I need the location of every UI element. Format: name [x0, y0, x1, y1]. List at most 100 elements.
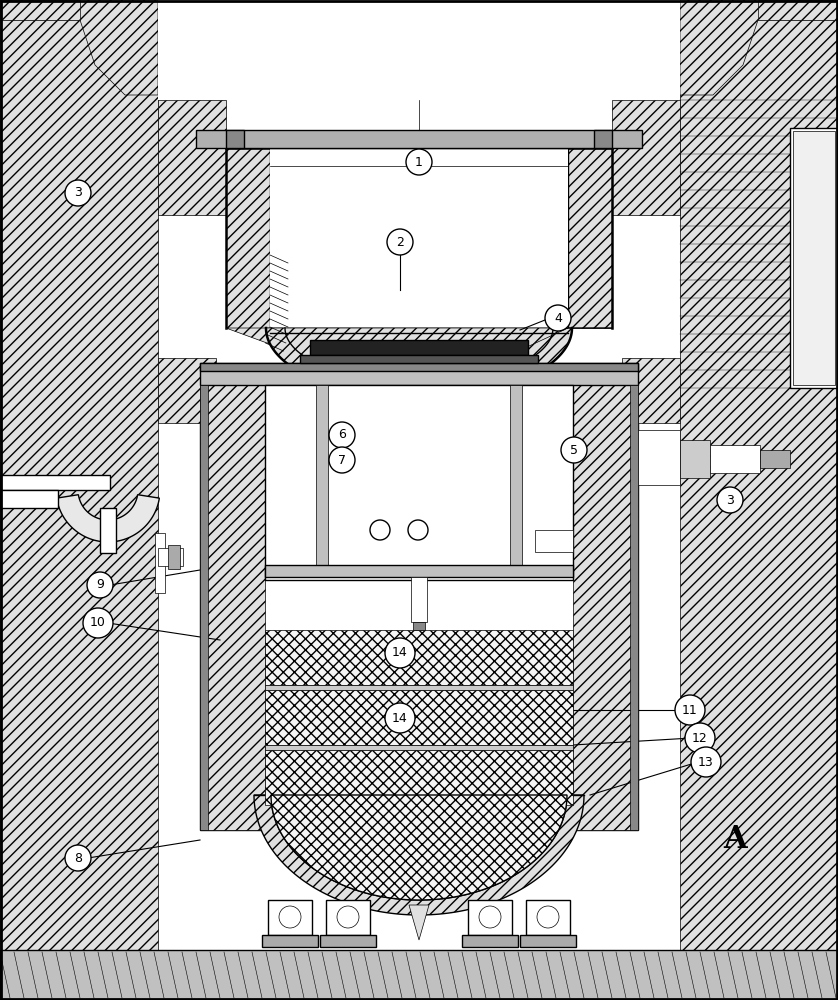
Bar	[168, 545, 180, 569]
Circle shape	[545, 305, 571, 331]
Circle shape	[387, 229, 413, 255]
Bar	[158, 548, 183, 566]
Bar	[520, 935, 576, 947]
Circle shape	[385, 638, 415, 668]
Bar	[158, 100, 226, 215]
Text: 3: 3	[726, 493, 734, 506]
Text: 4: 4	[554, 312, 562, 324]
Bar	[100, 508, 116, 553]
Circle shape	[83, 608, 113, 638]
Text: 9: 9	[96, 578, 104, 591]
Bar	[573, 385, 638, 830]
Bar	[265, 745, 573, 750]
Bar	[0, 490, 58, 508]
Bar	[200, 363, 638, 385]
Bar	[630, 385, 638, 830]
Bar	[612, 100, 680, 215]
Bar	[200, 385, 265, 830]
Text: 14: 14	[392, 647, 408, 660]
Circle shape	[408, 520, 428, 540]
Bar	[793, 131, 835, 385]
Circle shape	[685, 723, 715, 753]
Bar	[226, 130, 244, 148]
Bar	[622, 358, 680, 423]
Circle shape	[479, 906, 501, 928]
Bar	[316, 385, 328, 570]
Bar	[268, 900, 312, 935]
Polygon shape	[57, 495, 159, 542]
Circle shape	[406, 149, 432, 175]
Bar	[638, 430, 680, 485]
Text: 8: 8	[74, 852, 82, 864]
Bar	[200, 363, 638, 371]
Bar	[310, 340, 528, 355]
Text: 6: 6	[338, 428, 346, 442]
Circle shape	[329, 422, 355, 448]
Text: 14: 14	[392, 712, 408, 724]
Bar	[265, 565, 573, 577]
Bar	[594, 130, 612, 148]
Bar	[790, 128, 838, 388]
Bar	[265, 685, 573, 690]
Polygon shape	[271, 795, 567, 900]
Text: 3: 3	[74, 186, 82, 200]
Circle shape	[370, 520, 390, 540]
Bar	[265, 690, 573, 745]
Polygon shape	[680, 0, 838, 95]
Polygon shape	[409, 905, 429, 940]
Bar	[262, 935, 318, 947]
Bar	[265, 385, 573, 580]
Bar	[300, 355, 538, 363]
Text: A: A	[723, 824, 747, 856]
Bar	[326, 900, 370, 935]
Bar	[413, 622, 425, 630]
Text: 11: 11	[682, 704, 698, 716]
Bar	[0, 950, 838, 1000]
Bar	[0, 475, 110, 490]
Circle shape	[717, 487, 743, 513]
Text: 5: 5	[570, 444, 578, 456]
Bar	[200, 385, 208, 830]
Circle shape	[675, 695, 705, 725]
Text: 13: 13	[698, 756, 714, 768]
Circle shape	[337, 906, 359, 928]
Text: 2: 2	[396, 235, 404, 248]
Polygon shape	[0, 0, 158, 95]
Bar	[0, 0, 80, 20]
Bar	[265, 630, 573, 685]
Bar	[158, 0, 680, 100]
Circle shape	[537, 906, 559, 928]
Bar	[200, 385, 638, 830]
Bar	[226, 148, 270, 328]
Circle shape	[65, 180, 91, 206]
Bar	[535, 530, 573, 552]
Bar	[411, 577, 427, 622]
Circle shape	[385, 703, 415, 733]
Text: 12: 12	[692, 732, 708, 744]
Circle shape	[329, 447, 355, 473]
Bar	[0, 0, 158, 970]
Bar	[270, 148, 568, 333]
Polygon shape	[266, 328, 612, 398]
Bar	[155, 533, 165, 593]
Bar	[468, 900, 512, 935]
Bar	[265, 750, 573, 805]
Text: 7: 7	[338, 454, 346, 466]
Polygon shape	[226, 328, 572, 398]
Bar	[680, 0, 838, 970]
Bar	[462, 935, 518, 947]
Bar	[320, 935, 376, 947]
Bar	[710, 445, 760, 473]
Circle shape	[691, 747, 721, 777]
Bar	[760, 450, 790, 468]
Polygon shape	[254, 795, 584, 915]
Bar	[196, 130, 642, 148]
Circle shape	[561, 437, 587, 463]
Bar	[758, 0, 838, 20]
Circle shape	[87, 572, 113, 598]
Text: 10: 10	[90, 616, 106, 630]
Text: 1: 1	[415, 155, 423, 168]
Circle shape	[279, 906, 301, 928]
Bar	[510, 385, 522, 570]
Bar	[680, 440, 710, 478]
